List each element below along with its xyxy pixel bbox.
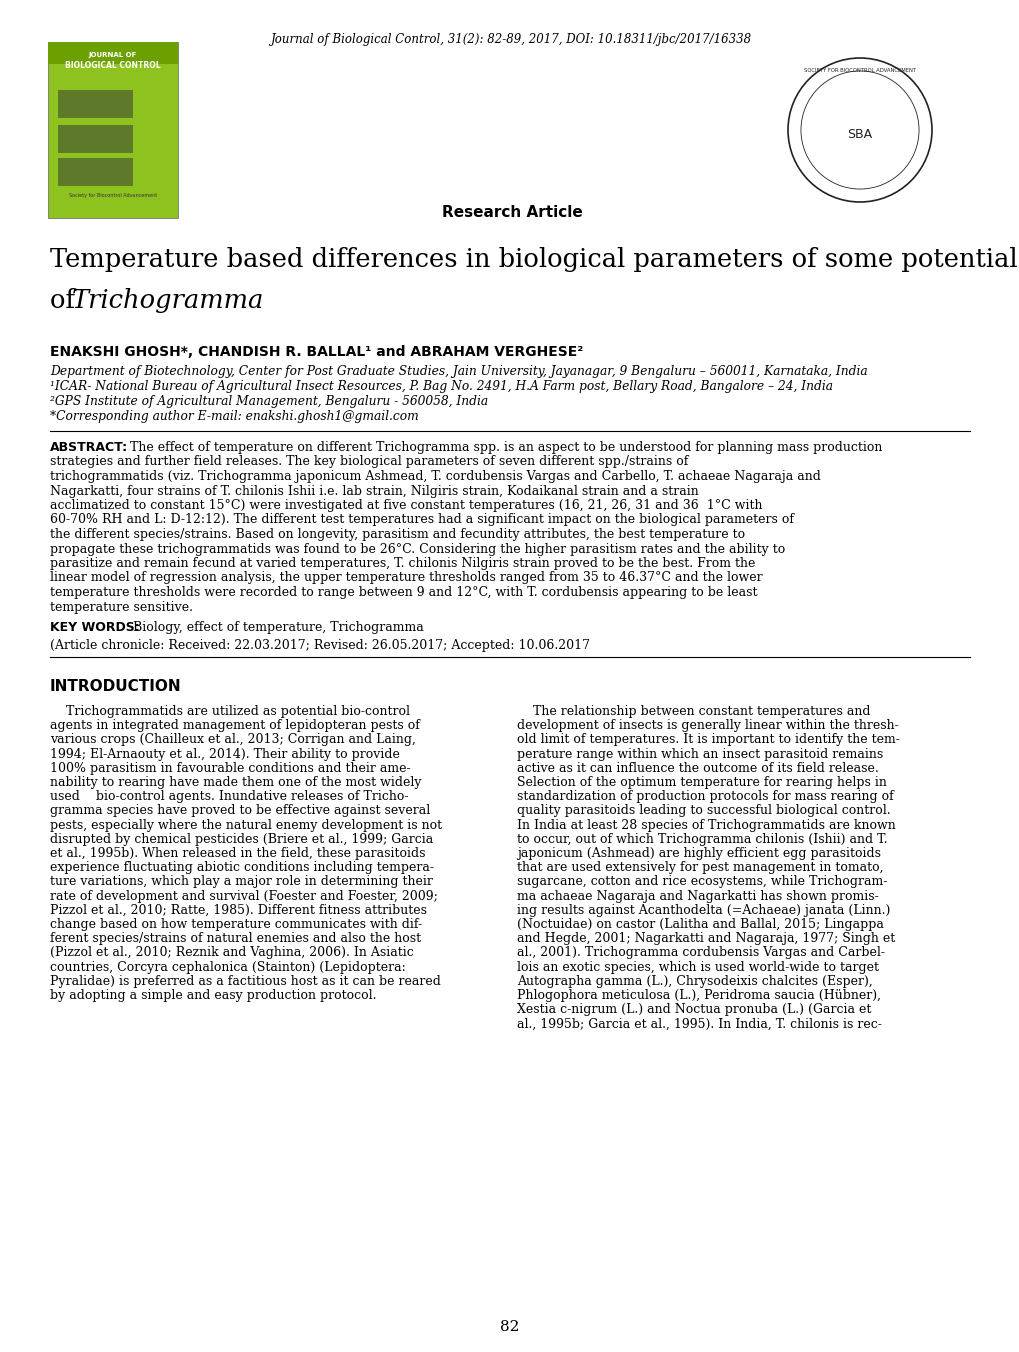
Text: 60-70% RH and L: D-12:12). The different test temperatures had a significant imp: 60-70% RH and L: D-12:12). The different… (50, 514, 793, 526)
Text: that are used extensively for pest management in tomato,: that are used extensively for pest manag… (517, 861, 882, 875)
Text: ENAKSHI GHOSH*, CHANDISH R. BALLAL¹ and ABRAHAM VERGHESE²: ENAKSHI GHOSH*, CHANDISH R. BALLAL¹ and … (50, 345, 583, 360)
Text: et al., 1995b). When released in the field, these parasitoids: et al., 1995b). When released in the fie… (50, 846, 425, 860)
Text: Biology, effect of temperature, Trichogramma: Biology, effect of temperature, Trichogr… (132, 621, 423, 634)
Text: In India at least 28 species of Trichogrammatids are known: In India at least 28 species of Trichogr… (517, 818, 895, 831)
Text: ABSTRACT:: ABSTRACT: (50, 441, 128, 454)
Text: Xestia c-nigrum (L.) and Noctua pronuba (L.) (Garcia et: Xestia c-nigrum (L.) and Noctua pronuba … (517, 1003, 870, 1017)
Text: development of insects is generally linear within the thresh-: development of insects is generally line… (517, 719, 898, 733)
Text: active as it can influence the outcome of its field release.: active as it can influence the outcome o… (517, 761, 878, 775)
Text: ture variations, which play a major role in determining their: ture variations, which play a major role… (50, 875, 432, 888)
Text: old limit of temperatures. It is important to identify the tem-: old limit of temperatures. It is importa… (517, 733, 899, 746)
Text: temperature sensitive.: temperature sensitive. (50, 600, 193, 614)
Text: agents in integrated management of lepidopteran pests of: agents in integrated management of lepid… (50, 719, 420, 733)
Text: INTRODUCTION: INTRODUCTION (50, 679, 181, 694)
Bar (58, 91, 132, 118)
Text: Research Article: Research Article (441, 206, 582, 220)
Bar (58, 124, 132, 153)
Text: perature range within which an insect parasitoid remains: perature range within which an insect pa… (517, 748, 882, 761)
Text: experience fluctuating abiotic conditions including tempera-: experience fluctuating abiotic condition… (50, 861, 433, 875)
Text: (Pizzol et al., 2010; Reznik and Vaghina, 2006). In Asiatic: (Pizzol et al., 2010; Reznik and Vaghina… (50, 946, 414, 960)
Text: The effect of temperature on different Trichogramma spp. is an aspect to be unde: The effect of temperature on different T… (129, 441, 881, 454)
Text: SOCIETY FOR BIOCONTROL ADVANCEMENT: SOCIETY FOR BIOCONTROL ADVANCEMENT (803, 68, 915, 73)
Bar (48, 42, 178, 64)
Bar (58, 158, 132, 187)
Text: (Article chronicle: Received: 22.03.2017; Revised: 26.05.2017; Accepted: 10.06.2: (Article chronicle: Received: 22.03.2017… (50, 639, 589, 652)
Text: pests, especially where the natural enemy development is not: pests, especially where the natural enem… (50, 818, 441, 831)
Text: and Hegde, 2001; Nagarkatti and Nagaraja, 1977; Singh et: and Hegde, 2001; Nagarkatti and Nagaraja… (517, 932, 895, 945)
Text: rate of development and survival (Foester and Foester, 2009;: rate of development and survival (Foeste… (50, 890, 437, 903)
Text: the different species/strains. Based on longevity, parasitism and fecundity attr: the different species/strains. Based on … (50, 529, 745, 541)
Text: to occur, out of which Trichogramma chilonis (Ishii) and T.: to occur, out of which Trichogramma chil… (517, 833, 887, 846)
Text: sugarcane, cotton and rice ecosystems, while Trichogram-: sugarcane, cotton and rice ecosystems, w… (517, 875, 887, 888)
Text: JOURNAL OF: JOURNAL OF (89, 51, 137, 58)
Text: Phlogophora meticulosa (L.), Peridroma saucia (Hübner),: Phlogophora meticulosa (L.), Peridroma s… (517, 990, 880, 1002)
Text: SBA: SBA (847, 128, 871, 142)
Text: 100% parasitism in favourable conditions and their ame-: 100% parasitism in favourable conditions… (50, 761, 411, 775)
Text: 82: 82 (500, 1320, 519, 1334)
Text: Trichogramma: Trichogramma (72, 288, 264, 314)
Text: Pizzol et al., 2010; Ratte, 1985). Different fitness attributes: Pizzol et al., 2010; Ratte, 1985). Diffe… (50, 903, 427, 917)
Text: Temperature based differences in biological parameters of some potential species: Temperature based differences in biologi… (50, 247, 1019, 272)
Text: quality parasitoids leading to successful biological control.: quality parasitoids leading to successfu… (517, 804, 890, 818)
Text: 1994; El-Arnaouty et al., 2014). Their ability to provide: 1994; El-Arnaouty et al., 2014). Their a… (50, 748, 399, 761)
Text: al., 2001). Trichogramma cordubensis Vargas and Carbel-: al., 2001). Trichogramma cordubensis Var… (517, 946, 884, 960)
Text: temperature thresholds were recorded to range between 9 and 12°C, with T. cordub: temperature thresholds were recorded to … (50, 585, 757, 599)
Text: ¹ICAR- National Bureau of Agricultural Insect Resources, P. Bag No. 2491, H.A Fa: ¹ICAR- National Bureau of Agricultural I… (50, 380, 833, 393)
Bar (48, 42, 178, 218)
Text: ma achaeae Nagaraja and Nagarkatti has shown promis-: ma achaeae Nagaraja and Nagarkatti has s… (517, 890, 878, 903)
Text: Nagarkatti, four strains of T. chilonis Ishii i.e. lab strain, Nilgiris strain, : Nagarkatti, four strains of T. chilonis … (50, 484, 698, 498)
Text: Society for Biocontrol Advancement: Society for Biocontrol Advancement (69, 192, 157, 197)
Text: ²GPS Institute of Agricultural Management, Bengaluru - 560058, India: ²GPS Institute of Agricultural Managemen… (50, 395, 488, 408)
Text: Journal of Biological Control, 31(2): 82-89, 2017, DOI: 10.18311/jbc/2017/16338: Journal of Biological Control, 31(2): 82… (271, 32, 752, 46)
Text: propagate these trichogrammatids was found to be 26°C. Considering the higher pa: propagate these trichogrammatids was fou… (50, 542, 785, 556)
Text: by adopting a simple and easy production protocol.: by adopting a simple and easy production… (50, 990, 376, 1002)
Text: Trichogrammatids are utilized as potential bio-control: Trichogrammatids are utilized as potenti… (50, 704, 410, 718)
Text: lois an exotic species, which is used world-wide to target: lois an exotic species, which is used wo… (517, 961, 878, 973)
Text: ferent species/strains of natural enemies and also the host: ferent species/strains of natural enemie… (50, 932, 421, 945)
Text: KEY WORDS:: KEY WORDS: (50, 621, 140, 634)
Text: japonicum (Ashmead) are highly efficient egg parasitoids: japonicum (Ashmead) are highly efficient… (517, 846, 880, 860)
Text: Selection of the optimum temperature for rearing helps in: Selection of the optimum temperature for… (517, 776, 886, 790)
Text: Department of Biotechnology, Center for Post Graduate Studies, Jain University, : Department of Biotechnology, Center for … (50, 365, 867, 379)
Text: parasitize and remain fecund at varied temperatures, T. chilonis Nilgiris strain: parasitize and remain fecund at varied t… (50, 557, 755, 571)
Text: trichogrammatids (viz. Trichogramma japonicum Ashmead, T. cordubensis Vargas and: trichogrammatids (viz. Trichogramma japo… (50, 470, 820, 483)
Text: The relationship between constant temperatures and: The relationship between constant temper… (517, 704, 869, 718)
Text: standardization of production protocols for mass rearing of: standardization of production protocols … (517, 790, 893, 803)
Text: *Corresponding author E-mail: enakshi.ghosh1@gmail.com: *Corresponding author E-mail: enakshi.gh… (50, 410, 419, 423)
Text: gramma species have proved to be effective against several: gramma species have proved to be effecti… (50, 804, 430, 818)
Text: Autographa gamma (L.), Chrysodeixis chalcites (Esper),: Autographa gamma (L.), Chrysodeixis chal… (517, 975, 872, 988)
Text: al., 1995b; Garcia et al., 1995). In India, T. chilonis is rec-: al., 1995b; Garcia et al., 1995). In Ind… (517, 1018, 881, 1030)
Text: ing results against Acanthodelta (=Achaeae) janata (Linn.): ing results against Acanthodelta (=Achae… (517, 903, 890, 917)
Text: acclimatized to constant 15°C) were investigated at five constant temperatures (: acclimatized to constant 15°C) were inve… (50, 499, 762, 512)
Text: nability to rearing have made them one of the most widely: nability to rearing have made them one o… (50, 776, 421, 790)
Text: disrupted by chemical pesticides (Briere et al., 1999; Garcia: disrupted by chemical pesticides (Briere… (50, 833, 433, 846)
Text: linear model of regression analysis, the upper temperature thresholds ranged fro: linear model of regression analysis, the… (50, 572, 762, 584)
Text: various crops (Chailleux et al., 2013; Corrigan and Laing,: various crops (Chailleux et al., 2013; C… (50, 733, 416, 746)
Text: Pyralidae) is preferred as a factitious host as it can be reared: Pyralidae) is preferred as a factitious … (50, 975, 440, 988)
Text: strategies and further field releases. The key biological parameters of seven di: strategies and further field releases. T… (50, 456, 688, 469)
Text: countries, Corcyra cephalonica (Stainton) (Lepidoptera:: countries, Corcyra cephalonica (Stainton… (50, 961, 406, 973)
Text: BIOLOGICAL CONTROL: BIOLOGICAL CONTROL (65, 61, 161, 70)
Text: change based on how temperature communicates with dif-: change based on how temperature communic… (50, 918, 422, 932)
Text: (Noctuidae) on castor (Lalitha and Ballal, 2015; Lingappa: (Noctuidae) on castor (Lalitha and Balla… (517, 918, 883, 932)
Text: of: of (50, 288, 83, 314)
Text: used    bio-control agents. Inundative releases of Tricho-: used bio-control agents. Inundative rele… (50, 790, 408, 803)
